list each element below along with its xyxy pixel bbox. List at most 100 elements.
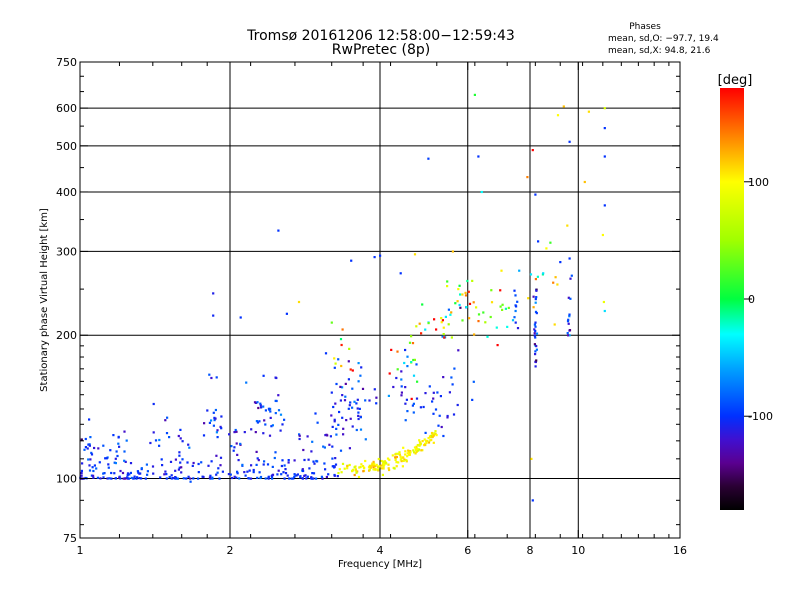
data-point <box>105 457 108 460</box>
data-point <box>418 439 421 442</box>
data-point <box>382 467 385 470</box>
data-point <box>238 477 241 480</box>
data-points <box>79 93 606 502</box>
data-point <box>322 445 325 448</box>
data-point <box>452 413 456 416</box>
data-point <box>433 318 436 321</box>
data-point <box>197 471 200 474</box>
data-point <box>280 464 283 468</box>
data-point <box>518 269 521 272</box>
data-point <box>435 434 438 437</box>
data-point <box>466 279 469 283</box>
data-point <box>103 472 106 475</box>
data-point <box>202 475 205 479</box>
data-point <box>382 463 385 466</box>
data-point <box>197 477 200 480</box>
data-point <box>382 465 385 468</box>
data-point <box>321 477 324 480</box>
data-point <box>96 476 99 479</box>
data-point <box>93 446 96 450</box>
data-point <box>257 459 260 462</box>
data-point <box>93 464 96 467</box>
data-point <box>341 416 344 419</box>
data-point <box>562 105 565 108</box>
data-point <box>377 457 380 461</box>
data-point <box>450 311 453 314</box>
data-point <box>90 451 93 454</box>
data-point <box>220 427 223 430</box>
data-point <box>516 300 519 303</box>
data-point <box>258 420 261 423</box>
data-point <box>427 322 430 325</box>
data-point <box>108 477 111 480</box>
data-point <box>262 374 265 377</box>
data-point <box>80 474 83 477</box>
data-point <box>217 467 220 470</box>
data-point <box>301 477 304 480</box>
data-point <box>482 311 485 314</box>
data-point <box>416 444 419 447</box>
data-point <box>286 474 289 477</box>
data-point <box>89 436 92 439</box>
data-point <box>252 471 255 474</box>
data-point <box>192 477 195 480</box>
data-point <box>306 475 309 478</box>
data-point <box>169 460 173 463</box>
data-point <box>514 304 517 307</box>
data-point <box>350 259 353 262</box>
data-point <box>427 157 430 160</box>
data-point <box>234 428 237 432</box>
data-point <box>568 257 571 260</box>
data-point <box>583 180 586 184</box>
data-point <box>566 320 570 323</box>
x-tick-label: 1 <box>77 544 84 557</box>
data-point <box>473 333 476 336</box>
data-point <box>192 461 195 465</box>
data-point <box>274 451 277 454</box>
data-point <box>415 397 419 400</box>
data-point <box>357 411 360 414</box>
data-point <box>164 470 167 473</box>
data-point <box>123 450 126 453</box>
data-point <box>368 399 371 402</box>
data-point <box>135 477 138 480</box>
data-point <box>114 457 117 460</box>
data-point <box>288 477 291 480</box>
data-point <box>413 446 417 449</box>
data-point <box>123 477 127 480</box>
data-point <box>356 398 359 401</box>
data-point <box>468 302 472 305</box>
data-point <box>446 285 449 288</box>
data-point <box>310 477 313 480</box>
data-point <box>104 457 107 460</box>
data-point <box>467 290 470 293</box>
data-point <box>170 474 173 477</box>
data-point <box>442 326 445 329</box>
data-point <box>533 332 536 335</box>
data-point <box>203 422 206 425</box>
data-point <box>230 445 233 448</box>
data-point <box>256 421 259 424</box>
data-point <box>349 401 352 404</box>
data-point <box>415 325 418 328</box>
data-point <box>255 450 258 453</box>
data-point <box>348 347 351 350</box>
data-point <box>424 443 427 447</box>
data-point <box>397 461 400 464</box>
data-point <box>220 415 223 418</box>
data-point <box>284 472 288 475</box>
data-point <box>532 295 535 298</box>
data-point <box>262 432 265 435</box>
data-point <box>450 336 453 339</box>
data-point <box>181 440 184 443</box>
chart-title: Tromsø 20161206 12:58:00−12:59:43 <box>246 28 515 44</box>
data-point <box>424 431 427 434</box>
data-point <box>252 468 255 472</box>
data-point <box>176 477 179 480</box>
data-point <box>233 446 236 449</box>
data-point <box>393 467 396 470</box>
data-point <box>124 460 127 463</box>
data-point <box>535 359 538 362</box>
data-point <box>239 316 242 319</box>
data-point <box>407 449 410 452</box>
